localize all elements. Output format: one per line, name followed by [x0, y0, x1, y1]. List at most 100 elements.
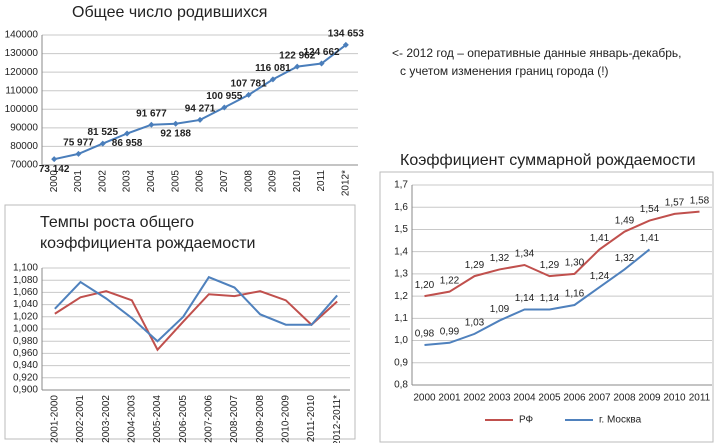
y-tick-label: 1,0: [394, 335, 408, 346]
x-tick-label: 2007-2006: [203, 395, 214, 443]
data-label: 1,09: [490, 304, 510, 315]
x-tick-label: 2002: [463, 393, 486, 404]
data-label: 134 653: [328, 29, 365, 40]
y-tick-label: 1,080: [13, 275, 38, 286]
y-tick-label: 1,1: [394, 313, 408, 324]
y-tick-label: 80000: [10, 141, 38, 152]
chart-title: Темпы роста общего коэффициента рождаемо…: [40, 214, 256, 252]
x-tick-label: 2009: [268, 170, 279, 193]
data-label: 100 955: [206, 91, 243, 102]
data-label: 1,14: [540, 293, 560, 304]
x-tick-label: 2010: [292, 170, 303, 193]
data-label: 92 188: [160, 128, 191, 139]
y-tick-label: 1,040: [13, 299, 38, 310]
legend-label: РФ: [519, 415, 534, 426]
y-tick-label: 140000: [5, 30, 39, 41]
data-label: 122 962: [279, 50, 316, 61]
x-tick-label: 2003: [122, 170, 133, 193]
x-tick-label: 2000: [413, 393, 436, 404]
point: [269, 76, 276, 83]
point: [172, 120, 179, 127]
y-tick-label: 110000: [5, 85, 38, 96]
data-label: 1,34: [515, 249, 535, 260]
y-tick-label: 1,3: [394, 269, 408, 280]
x-tick-label: 2009-2008: [255, 395, 266, 443]
x-tick-label: 2010-2009: [280, 395, 291, 443]
y-tick-label: 100000: [5, 104, 39, 115]
series-line: [424, 248, 651, 346]
x-tick-label: 2006: [195, 170, 206, 193]
annotation: <- 2012 год – оперативные данные январь-…: [392, 46, 682, 60]
y-tick-label: 1,7: [394, 180, 408, 191]
y-tick-label: 130000: [5, 48, 39, 59]
chart-title: Общее число родившихся: [72, 4, 268, 21]
data-label: 116 081: [255, 63, 291, 74]
data-label: 1,58: [690, 195, 710, 206]
data-label: 94 271: [185, 104, 216, 115]
data-label: 86 958: [112, 138, 143, 149]
legend-label: г. Москва: [599, 415, 642, 426]
data-label: 1,20: [415, 280, 435, 291]
y-tick-label: 1,020: [13, 311, 38, 322]
x-tick-label: 2004: [146, 170, 157, 193]
point: [245, 91, 252, 98]
point: [51, 156, 58, 163]
x-tick-label: 2006: [563, 393, 586, 404]
x-tick-label: 2007: [588, 393, 611, 404]
y-tick-label: 1,100: [13, 263, 38, 274]
data-label: 75 977: [63, 138, 94, 149]
data-label: 124 662: [303, 47, 340, 58]
data-label: 0,98: [415, 329, 435, 340]
y-tick-label: 0,9: [394, 357, 408, 368]
x-tick-label: 2011-2010: [306, 395, 317, 443]
y-tick-label: 0,920: [13, 372, 38, 383]
x-tick-label: 2009: [638, 393, 661, 404]
y-tick-label: 0,8: [394, 380, 408, 391]
x-tick-label: 2008: [243, 170, 254, 193]
data-label: 91 677: [136, 108, 167, 119]
series-line: [54, 290, 338, 352]
y-tick-label: 0,960: [13, 348, 38, 359]
x-tick-label: 2006-2005: [178, 395, 189, 443]
point: [99, 140, 106, 147]
data-label: 1,24: [590, 271, 610, 282]
data-label: 1,41: [590, 233, 610, 244]
x-tick-label: 2004-2003: [126, 395, 137, 443]
x-tick-label: 2012-2011*: [332, 395, 343, 443]
data-label: 81 525: [87, 127, 118, 138]
data-label: 1,29: [540, 260, 560, 271]
y-tick-label: 1,000: [13, 324, 38, 335]
x-tick-label: 2008-2007: [229, 395, 240, 443]
chart-frame: [379, 171, 714, 443]
data-label: 1,32: [615, 253, 635, 264]
point: [342, 41, 349, 48]
y-tick-label: 1,4: [394, 246, 408, 257]
data-label: 1,32: [490, 253, 510, 264]
data-label: 1,30: [565, 258, 585, 269]
point: [294, 63, 301, 70]
point: [148, 121, 155, 128]
y-tick-label: 1,6: [394, 202, 408, 213]
y-tick-label: 1,5: [394, 224, 408, 235]
x-tick-label: 2005: [538, 393, 561, 404]
x-tick-label: 2002-2001: [75, 395, 86, 443]
y-tick-label: 90000: [10, 122, 38, 133]
x-tick-label: 2005-2004: [152, 395, 163, 443]
x-tick-label: 2004: [513, 393, 536, 404]
x-tick-label: 2012*: [340, 170, 351, 196]
x-tick-label: 2000: [49, 170, 60, 193]
series-line: [424, 210, 700, 298]
x-tick-label: 2001: [73, 170, 84, 193]
y-tick-label: 0,940: [13, 360, 38, 371]
x-tick-label: 2001-2000: [49, 395, 60, 443]
y-tick-label: 0,900: [13, 385, 38, 396]
x-tick-label: 2010: [663, 393, 686, 404]
point: [318, 60, 325, 67]
y-tick-label: 1,060: [13, 287, 38, 298]
x-tick-label: 2002: [97, 170, 108, 193]
y-tick-label: 120000: [5, 67, 39, 78]
data-label: 1,57: [665, 198, 685, 209]
data-label: 1,16: [565, 289, 585, 300]
x-tick-label: 2008: [613, 393, 636, 404]
